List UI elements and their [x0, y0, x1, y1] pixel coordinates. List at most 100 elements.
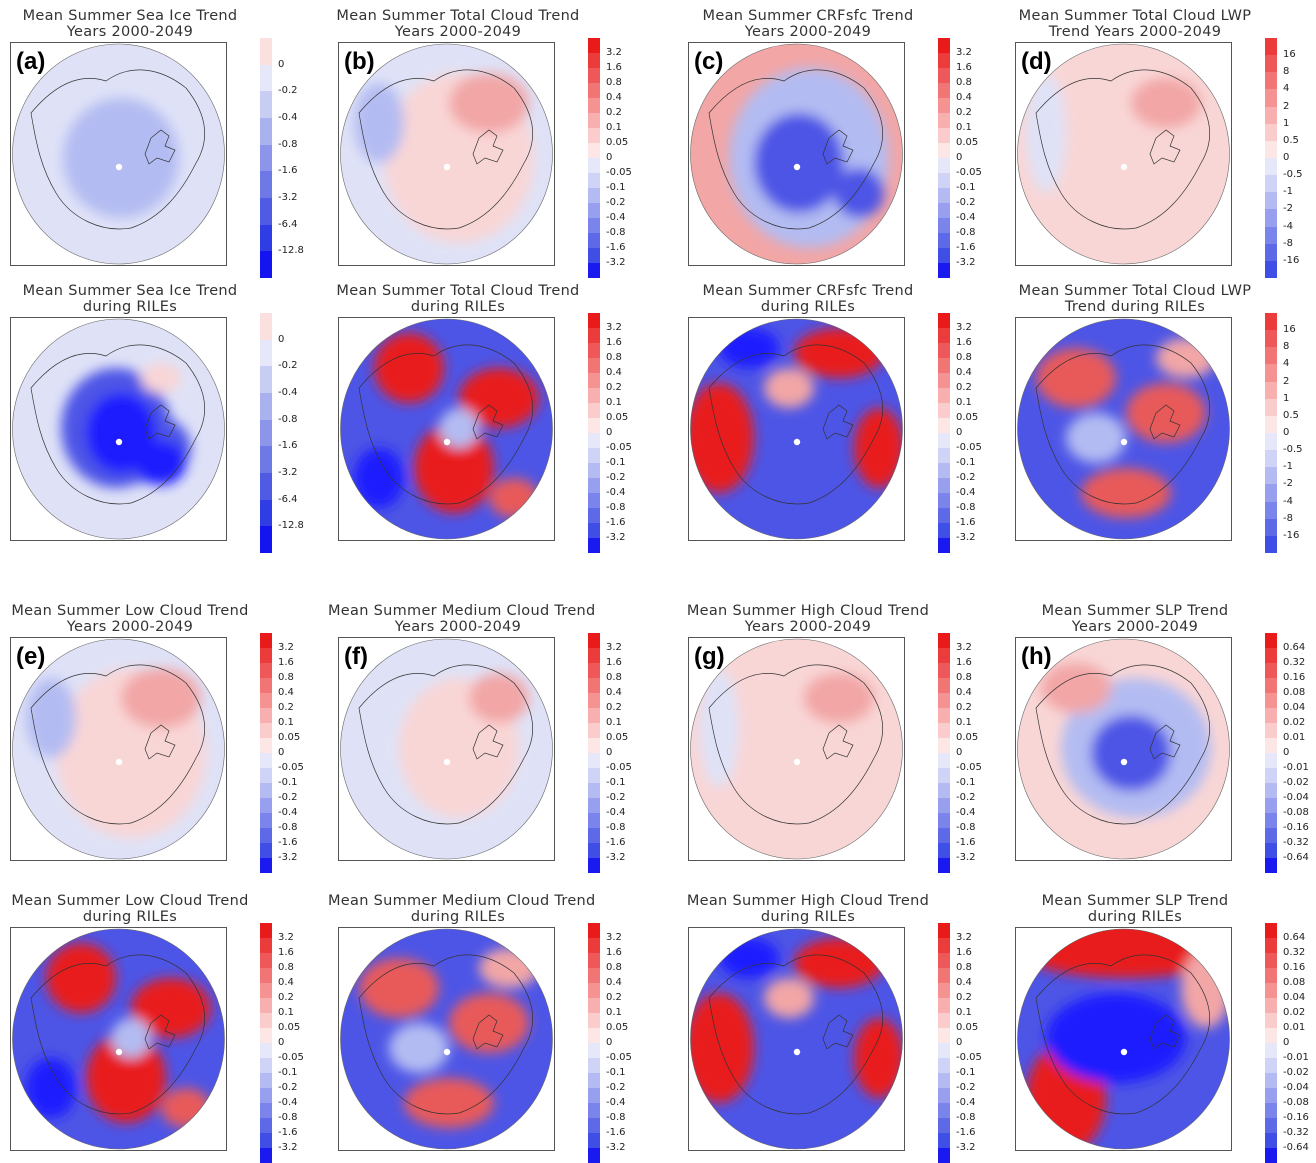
colorbar-tick-label: 0.02 — [1283, 1007, 1306, 1018]
colorbar-swatch — [588, 233, 600, 248]
colorbar-tick-label: 16 — [1283, 49, 1296, 61]
colorbar-tick-label: 1.6 — [278, 947, 294, 958]
panel-title: Mean Summer Medium Cloud Trend Years 200… — [328, 603, 596, 635]
colorbar-swatch — [588, 373, 600, 388]
colorbar-swatch — [260, 693, 272, 708]
field-region — [354, 83, 404, 163]
colorbar-swatch — [260, 1073, 272, 1088]
colorbar-swatch — [938, 248, 950, 263]
coastline — [30, 954, 206, 1115]
colorbar-swatch — [1265, 243, 1277, 261]
colorbar-tick-label: -0.04 — [1283, 792, 1309, 803]
colorbar-tick-label: 1.6 — [606, 947, 622, 958]
colorbar-swatch — [588, 143, 600, 158]
colorbar-swatch — [588, 463, 600, 478]
colorbar-swatch — [260, 648, 272, 663]
colorbar-tick-label: -0.2 — [278, 1082, 298, 1093]
colorbar-tick-label: 2 — [1283, 100, 1290, 112]
colorbar-swatch — [938, 68, 950, 83]
colorbar-swatch — [260, 858, 272, 873]
colorbar-swatch — [588, 1073, 600, 1088]
colorbar-swatch — [938, 923, 950, 938]
colorbar-swatch — [1265, 1148, 1277, 1163]
colorbar-tick-label: 0.05 — [278, 732, 301, 743]
colorbar-swatch — [260, 953, 272, 968]
colorbar-swatch — [588, 998, 600, 1013]
colorbar-swatch — [588, 798, 600, 813]
field-region — [719, 328, 779, 368]
colorbar-tick-label: 0.04 — [1283, 702, 1306, 713]
colorbar-tick-label: 0.01 — [1283, 732, 1306, 743]
colorbar-swatch — [588, 538, 600, 553]
colorbar-tick-label: 0.32 — [1283, 657, 1306, 668]
colorbar-swatch — [938, 388, 950, 403]
field-region — [854, 1018, 903, 1098]
field-region — [121, 668, 201, 728]
colorbar-tick-label: 8 — [1283, 66, 1290, 78]
panel-title: Mean Summer High Cloud Trend Years 2000-… — [686, 603, 930, 635]
colorbar-tick-label: 0.64 — [1283, 642, 1306, 653]
colorbar-tick-label: -0.02 — [1283, 777, 1309, 788]
colorbar-swatch — [938, 233, 950, 248]
colorbar-swatch — [260, 526, 272, 553]
field-region — [754, 113, 844, 213]
panel-label: (d) — [1021, 48, 1052, 75]
colorbar-swatch — [938, 83, 950, 98]
panel-title: Mean Summer Total Cloud Trend during RIL… — [336, 283, 580, 315]
colorbar-swatch — [588, 1148, 600, 1163]
colorbar-tick-label: 1.6 — [956, 337, 972, 348]
north-pole-marker — [793, 438, 801, 446]
colorbar-tick-label: -0.1 — [956, 457, 976, 468]
coastline — [30, 664, 206, 825]
colorbar-swatch — [260, 753, 272, 768]
colorbar-tick-label: 0 — [278, 1037, 285, 1048]
colorbar-swatch — [938, 313, 950, 328]
colorbar-swatch — [1265, 813, 1277, 828]
colorbar-tick-label: 4 — [1283, 83, 1290, 95]
map-boundary — [690, 638, 903, 860]
coastline — [822, 724, 854, 760]
colorbar-swatch — [260, 224, 272, 252]
colorbar-swatch — [1265, 953, 1277, 968]
colorbar-swatch — [938, 953, 950, 968]
map-boundary — [1017, 638, 1230, 860]
colorbar-swatch — [588, 828, 600, 843]
north-pole-marker — [1120, 163, 1128, 171]
colorbar-tick-label: -0.1 — [606, 1067, 626, 1078]
coastline — [1035, 69, 1211, 230]
colorbar-tick-label: 0.05 — [606, 137, 629, 148]
colorbar-swatch — [938, 678, 950, 693]
colorbar-swatch — [588, 83, 600, 98]
colorbar-swatch — [1265, 663, 1277, 678]
colorbar-swatch — [938, 798, 950, 813]
coastline — [708, 664, 884, 825]
colorbar-ticks: 3.2 1.6 0.8 0.4 0.2 0.1 0.05 0 -0.05 -0.1 -0.2 -0.4… — [278, 633, 318, 873]
colorbar-swatch — [938, 1118, 950, 1133]
colorbar — [938, 38, 950, 278]
panel-title: Mean Summer CRFsfc Trend during RILEs — [702, 283, 914, 315]
colorbar-tick-label: 0.1 — [606, 397, 622, 408]
colorbar-tick-label: -0.05 — [956, 167, 982, 178]
colorbar-tick-label: -1 — [1283, 186, 1293, 198]
field-region — [136, 441, 186, 485]
colorbar-swatch — [588, 1028, 600, 1043]
field-region — [449, 73, 529, 133]
colorbar-ticks: 0.64 0.32 0.16 0.08 0.04 0.02 0.01 0 -0.01 -0.02 -… — [1283, 633, 1316, 873]
colorbar-swatch — [938, 53, 950, 68]
field-region — [439, 408, 479, 448]
colorbar-swatch — [1265, 157, 1277, 176]
coastline — [708, 344, 884, 505]
north-pole-marker — [1120, 438, 1128, 446]
colorbar-tick-label: -3.2 — [278, 192, 298, 203]
colorbar-tick-label: -12.8 — [278, 520, 304, 532]
colorbar-tick-label: -0.4 — [606, 807, 626, 818]
colorbar-swatch — [260, 117, 272, 145]
coastline — [30, 69, 206, 230]
colorbar-swatch — [938, 188, 950, 203]
colorbar — [1265, 923, 1277, 1163]
colorbar-tick-label: 0.2 — [956, 992, 972, 1003]
colorbar-swatch — [588, 768, 600, 783]
colorbar-swatch — [938, 783, 950, 798]
field-region — [389, 1023, 449, 1073]
colorbar-swatch — [938, 693, 950, 708]
